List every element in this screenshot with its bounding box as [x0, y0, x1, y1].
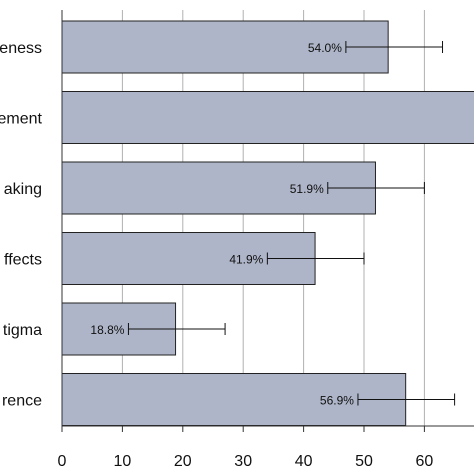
data-label: 56.9% — [320, 394, 354, 408]
category-label: tigma — [3, 322, 42, 339]
bars — [61, 20, 474, 426]
error-bars — [127, 41, 456, 406]
category-label: rence — [2, 393, 42, 410]
gridlines — [121, 10, 425, 426]
bar — [61, 373, 407, 426]
category-label: ement — [0, 111, 43, 128]
data-label: 41.9% — [229, 253, 263, 267]
category-label: aking — [4, 181, 42, 198]
category-labels: reness ement aking ffects tigma rence — [0, 40, 43, 410]
x-tick-label: 30 — [234, 453, 252, 470]
data-labels: 54.0%78.7%51.9%41.9%18.8%56.9% — [90, 41, 354, 408]
x-tick-label: 60 — [416, 453, 434, 470]
bar — [61, 91, 474, 144]
data-label: 51.9% — [290, 182, 324, 196]
x-tick-label: 10 — [114, 453, 132, 470]
axes — [61, 10, 474, 432]
x-tick-label: 20 — [174, 453, 192, 470]
x-tick-labels: 0 10 20 30 40 50 60 — [58, 453, 434, 470]
data-label: 18.8% — [90, 323, 124, 337]
data-label: 54.0% — [308, 41, 342, 55]
x-tick-label: 0 — [58, 453, 67, 470]
category-label: reness — [0, 40, 42, 57]
category-label: ffects — [4, 252, 42, 269]
x-tick-label: 50 — [355, 453, 373, 470]
bar — [61, 20, 389, 74]
x-tick-label: 40 — [295, 453, 313, 470]
